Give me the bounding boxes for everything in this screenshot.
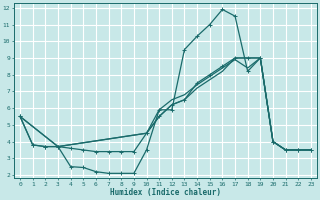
X-axis label: Humidex (Indice chaleur): Humidex (Indice chaleur)	[110, 188, 221, 197]
